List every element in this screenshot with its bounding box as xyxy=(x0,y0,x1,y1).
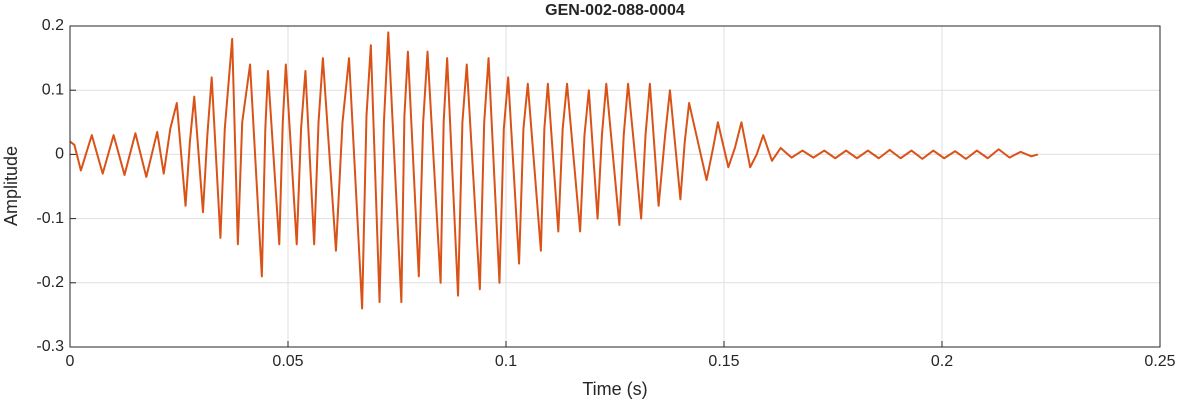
y-tick-label: 0.1 xyxy=(42,81,64,98)
chart-title: GEN-002-088-0004 xyxy=(545,2,685,19)
x-tick-label: 0.1 xyxy=(495,353,517,370)
y-tick-label: 0 xyxy=(55,146,64,163)
x-axis-label: Time (s) xyxy=(582,379,647,399)
x-tick-label: 0.2 xyxy=(931,353,953,370)
y-tick-label: -0.1 xyxy=(36,210,64,227)
x-tick-label: 0.25 xyxy=(1144,353,1175,370)
x-tick-label: 0.05 xyxy=(272,353,303,370)
plot-frame xyxy=(69,25,1161,348)
x-tick-label: 0.15 xyxy=(708,353,739,370)
y-axis-label: Amplitude xyxy=(1,146,21,226)
signal-line xyxy=(69,31,1039,310)
x-tick-label: 0 xyxy=(66,353,75,370)
y-tick-label: -0.2 xyxy=(36,274,64,291)
y-tick-label: -0.3 xyxy=(36,338,64,355)
y-tick-label: 0.2 xyxy=(42,17,64,34)
